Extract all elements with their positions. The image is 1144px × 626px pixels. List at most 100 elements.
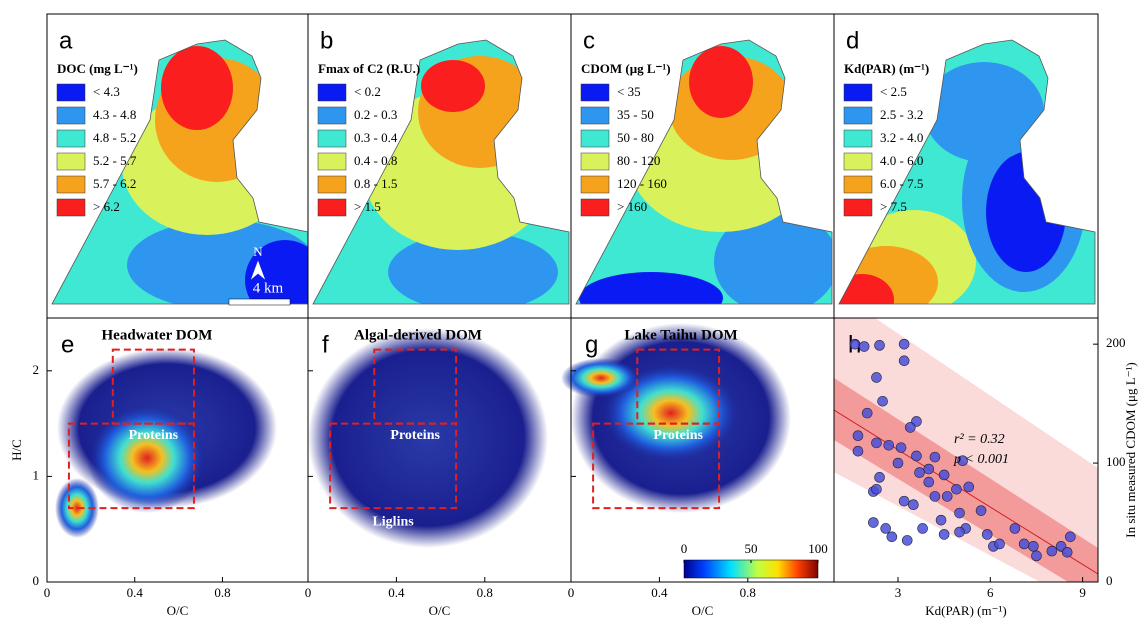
legend-label: 4.3 - 4.8: [93, 107, 136, 122]
legend-label: 3.2 - 4.0: [880, 130, 923, 145]
region-label: Liglins: [111, 514, 153, 529]
legend-label: > 6.2: [93, 199, 120, 214]
x-tick-label: 9: [1079, 585, 1086, 600]
legend-label: 35 - 50: [617, 107, 654, 122]
panel-label: g: [585, 331, 598, 358]
legend-label: 4.8 - 5.2: [93, 130, 136, 145]
legend-label: 0.4 - 0.8: [354, 153, 397, 168]
legend-swatch: [843, 83, 873, 102]
x-tick-label: 0.8: [740, 585, 756, 600]
data-point: [908, 499, 919, 511]
data-point: [874, 472, 885, 483]
data-point: [911, 450, 922, 462]
legend-swatch: [317, 83, 347, 102]
data-point: [871, 437, 882, 449]
panel-label: b: [320, 27, 333, 54]
legend-label: 4.0 - 6.0: [880, 153, 923, 168]
map-zone: [579, 272, 723, 304]
legend-label: < 0.2: [354, 84, 381, 99]
data-point: [871, 483, 882, 495]
region-box: [67, 422, 195, 510]
colorbar-tick-label: 50: [745, 541, 758, 556]
y-tick-label: 0: [33, 573, 40, 588]
map-zone: [689, 46, 753, 118]
x-tick-label: 0.8: [214, 585, 230, 600]
region-label: Proteins: [390, 428, 440, 443]
data-point: [1031, 550, 1042, 562]
scale-bar: [228, 298, 291, 306]
legend-swatch: [580, 152, 610, 171]
legend-label: 0.3 - 0.4: [354, 130, 398, 145]
data-point: [892, 457, 904, 469]
legend-swatch: [56, 83, 86, 102]
legend-swatch: [56, 106, 86, 125]
data-point: [905, 422, 916, 433]
map-zone: [421, 60, 485, 112]
legend-label: 50 - 80: [617, 130, 654, 145]
legend-label: > 7.5: [880, 199, 907, 214]
map-zone: [388, 232, 558, 304]
legend-swatch: [843, 106, 873, 125]
region-label: Proteins: [653, 428, 703, 443]
map-zone: [714, 210, 832, 304]
x-tick-label: 6: [987, 585, 994, 600]
legend-title: Kd(PAR) (m⁻¹): [844, 61, 929, 76]
legend-title: DOC (mg L⁻¹): [57, 61, 138, 76]
y-tick-label: 2: [33, 362, 40, 377]
data-point: [883, 439, 895, 451]
north-label: N: [253, 244, 263, 259]
legend-label: < 2.5: [880, 84, 907, 99]
colorbar-tick-label: 100: [808, 541, 828, 556]
data-point: [929, 451, 941, 463]
legend-swatch: [580, 175, 610, 194]
panel-title: Algal-derived DOM: [354, 327, 482, 343]
panel-title: Lake Taihu DOM: [624, 327, 737, 343]
data-point: [975, 505, 987, 516]
lake-outline: [51, 39, 309, 305]
density-cloud: [601, 363, 741, 463]
data-point: [994, 538, 1005, 550]
legend-swatch: [843, 129, 873, 148]
map-zone: [839, 246, 938, 304]
data-point: [963, 481, 975, 493]
x-tick-label: 0.4: [651, 585, 668, 600]
lake-map: [576, 40, 832, 304]
data-point: [917, 523, 928, 534]
legend-label: 80 - 120: [617, 153, 660, 168]
data-point: [954, 507, 965, 519]
region-box: [329, 422, 458, 510]
data-point: [852, 430, 864, 442]
panel-title: Headwater DOM: [102, 327, 213, 343]
region-label: Proteins: [129, 428, 179, 443]
legend-swatch: [580, 198, 610, 217]
legend-swatch: [317, 129, 347, 148]
region-label: Liglins: [372, 514, 414, 529]
x-tick-label: 0.4: [388, 585, 405, 600]
data-point: [858, 341, 870, 352]
legend-swatch: [56, 175, 86, 194]
lake-outline: [312, 39, 570, 305]
data-point: [1009, 523, 1021, 534]
legend-title: CDOM (μg L⁻¹): [581, 61, 671, 76]
map-zone: [986, 152, 1066, 272]
data-point: [938, 469, 950, 481]
colorbar-tick-label: 0: [681, 541, 688, 556]
data-point: [941, 491, 953, 502]
data-point: [868, 517, 879, 528]
data-point: [852, 445, 864, 457]
map-zone: [924, 62, 1044, 162]
x-axis-label: O/C: [429, 603, 451, 618]
legend-swatch: [56, 129, 86, 148]
legend-swatch: [56, 152, 86, 171]
legend-swatch: [317, 152, 347, 171]
density-cloud: [561, 358, 641, 398]
data-point: [929, 491, 941, 502]
legend-swatch: [317, 106, 347, 125]
data-point: [935, 514, 947, 526]
data-point: [1065, 531, 1076, 543]
legend-swatch: [56, 198, 86, 217]
data-point: [898, 495, 910, 507]
data-point: [1061, 546, 1073, 558]
x-tick-label: 3: [895, 585, 902, 600]
